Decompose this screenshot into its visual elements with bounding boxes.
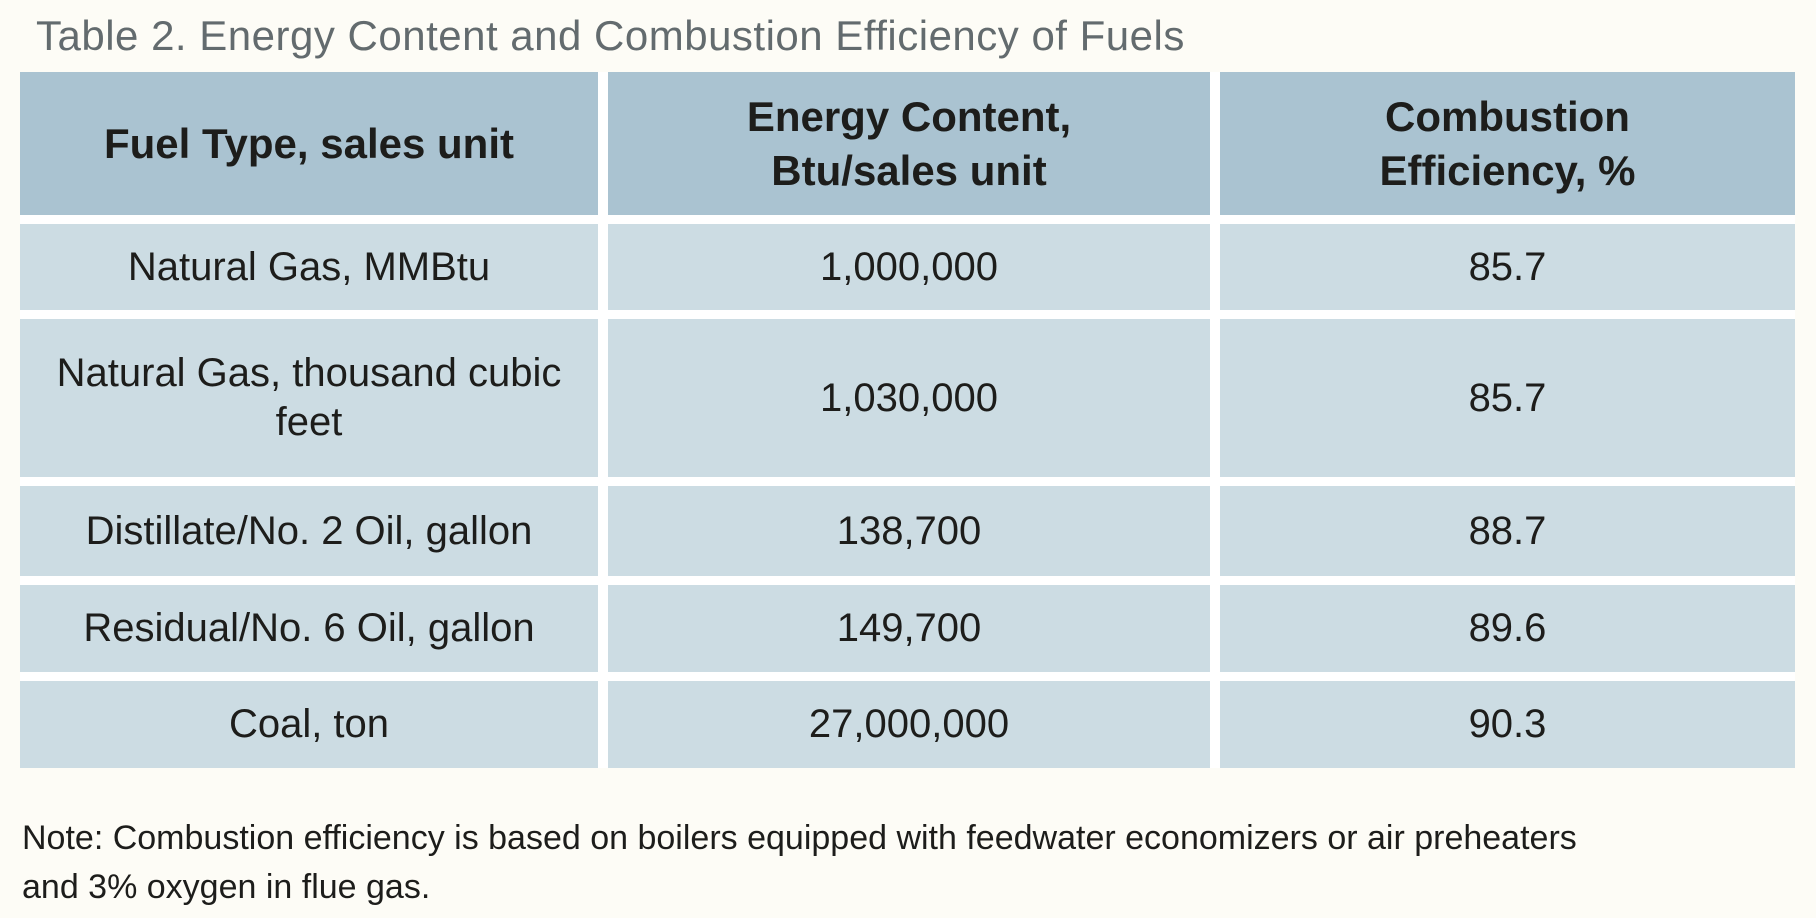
table-footnote: Note: Combustion efficiency is based on … xyxy=(22,819,1577,907)
table-cell-fuel: Coal, ton xyxy=(20,681,598,768)
table-cell-combustion-efficiency: 89.6 xyxy=(1220,585,1795,672)
fuel-energy-table: Fuel Type, sales unit Energy Content, Bt… xyxy=(20,72,1795,768)
fuel-name: Distillate/No. 2 Oil, gallon xyxy=(85,508,533,553)
table-cell-fuel: Natural Gas, thousand cubic feet xyxy=(20,319,598,477)
energy-content-value: 1,000,000 xyxy=(820,244,998,289)
table-cell-energy-content: 138,700 xyxy=(608,486,1210,576)
fuel-name: Coal, ton xyxy=(228,702,390,747)
column-header-fuel-type-label: Fuel Type, sales unit xyxy=(104,119,514,167)
table-cell-combustion-efficiency: 85.7 xyxy=(1220,224,1795,310)
table-title: Table 2. Energy Content and Combustion E… xyxy=(36,12,1185,59)
table-cell-combustion-efficiency: 88.7 xyxy=(1220,486,1795,576)
column-header-energy-content-label: Energy Content, Btu/sales unit xyxy=(746,93,1072,194)
energy-content-value: 149,700 xyxy=(836,606,982,651)
column-header-combustion-efficiency-label: Combustion Efficiency, % xyxy=(1379,93,1636,194)
column-header-energy-content: Energy Content, Btu/sales unit xyxy=(608,72,1210,215)
energy-content-value: 1,030,000 xyxy=(820,375,998,420)
combustion-efficiency-value: 88.7 xyxy=(1468,508,1547,553)
energy-content-value: 27,000,000 xyxy=(808,702,1010,747)
fuel-name: Natural Gas, thousand cubic feet xyxy=(56,351,562,444)
table-cell-energy-content: 27,000,000 xyxy=(608,681,1210,768)
table-cell-fuel: Natural Gas, MMBtu xyxy=(20,224,598,310)
table-cell-combustion-efficiency: 85.7 xyxy=(1220,319,1795,477)
fuel-name: Natural Gas, MMBtu xyxy=(127,244,491,289)
table-cell-energy-content: 1,000,000 xyxy=(608,224,1210,310)
combustion-efficiency-value: 90.3 xyxy=(1468,702,1547,747)
column-header-combustion-efficiency: Combustion Efficiency, % xyxy=(1220,72,1795,215)
table-cell-fuel: Residual/No. 6 Oil, gallon xyxy=(20,585,598,672)
table-cell-energy-content: 1,030,000 xyxy=(608,319,1210,477)
combustion-efficiency-value: 89.6 xyxy=(1468,606,1547,651)
fuel-name: Residual/No. 6 Oil, gallon xyxy=(83,606,535,651)
energy-content-value: 138,700 xyxy=(836,508,982,553)
table-cell-combustion-efficiency: 90.3 xyxy=(1220,681,1795,768)
combustion-efficiency-value: 85.7 xyxy=(1468,244,1547,289)
combustion-efficiency-value: 85.7 xyxy=(1468,375,1547,420)
table-cell-energy-content: 149,700 xyxy=(608,585,1210,672)
column-header-fuel-type: Fuel Type, sales unit xyxy=(20,72,598,215)
table-cell-fuel: Distillate/No. 2 Oil, gallon xyxy=(20,486,598,576)
